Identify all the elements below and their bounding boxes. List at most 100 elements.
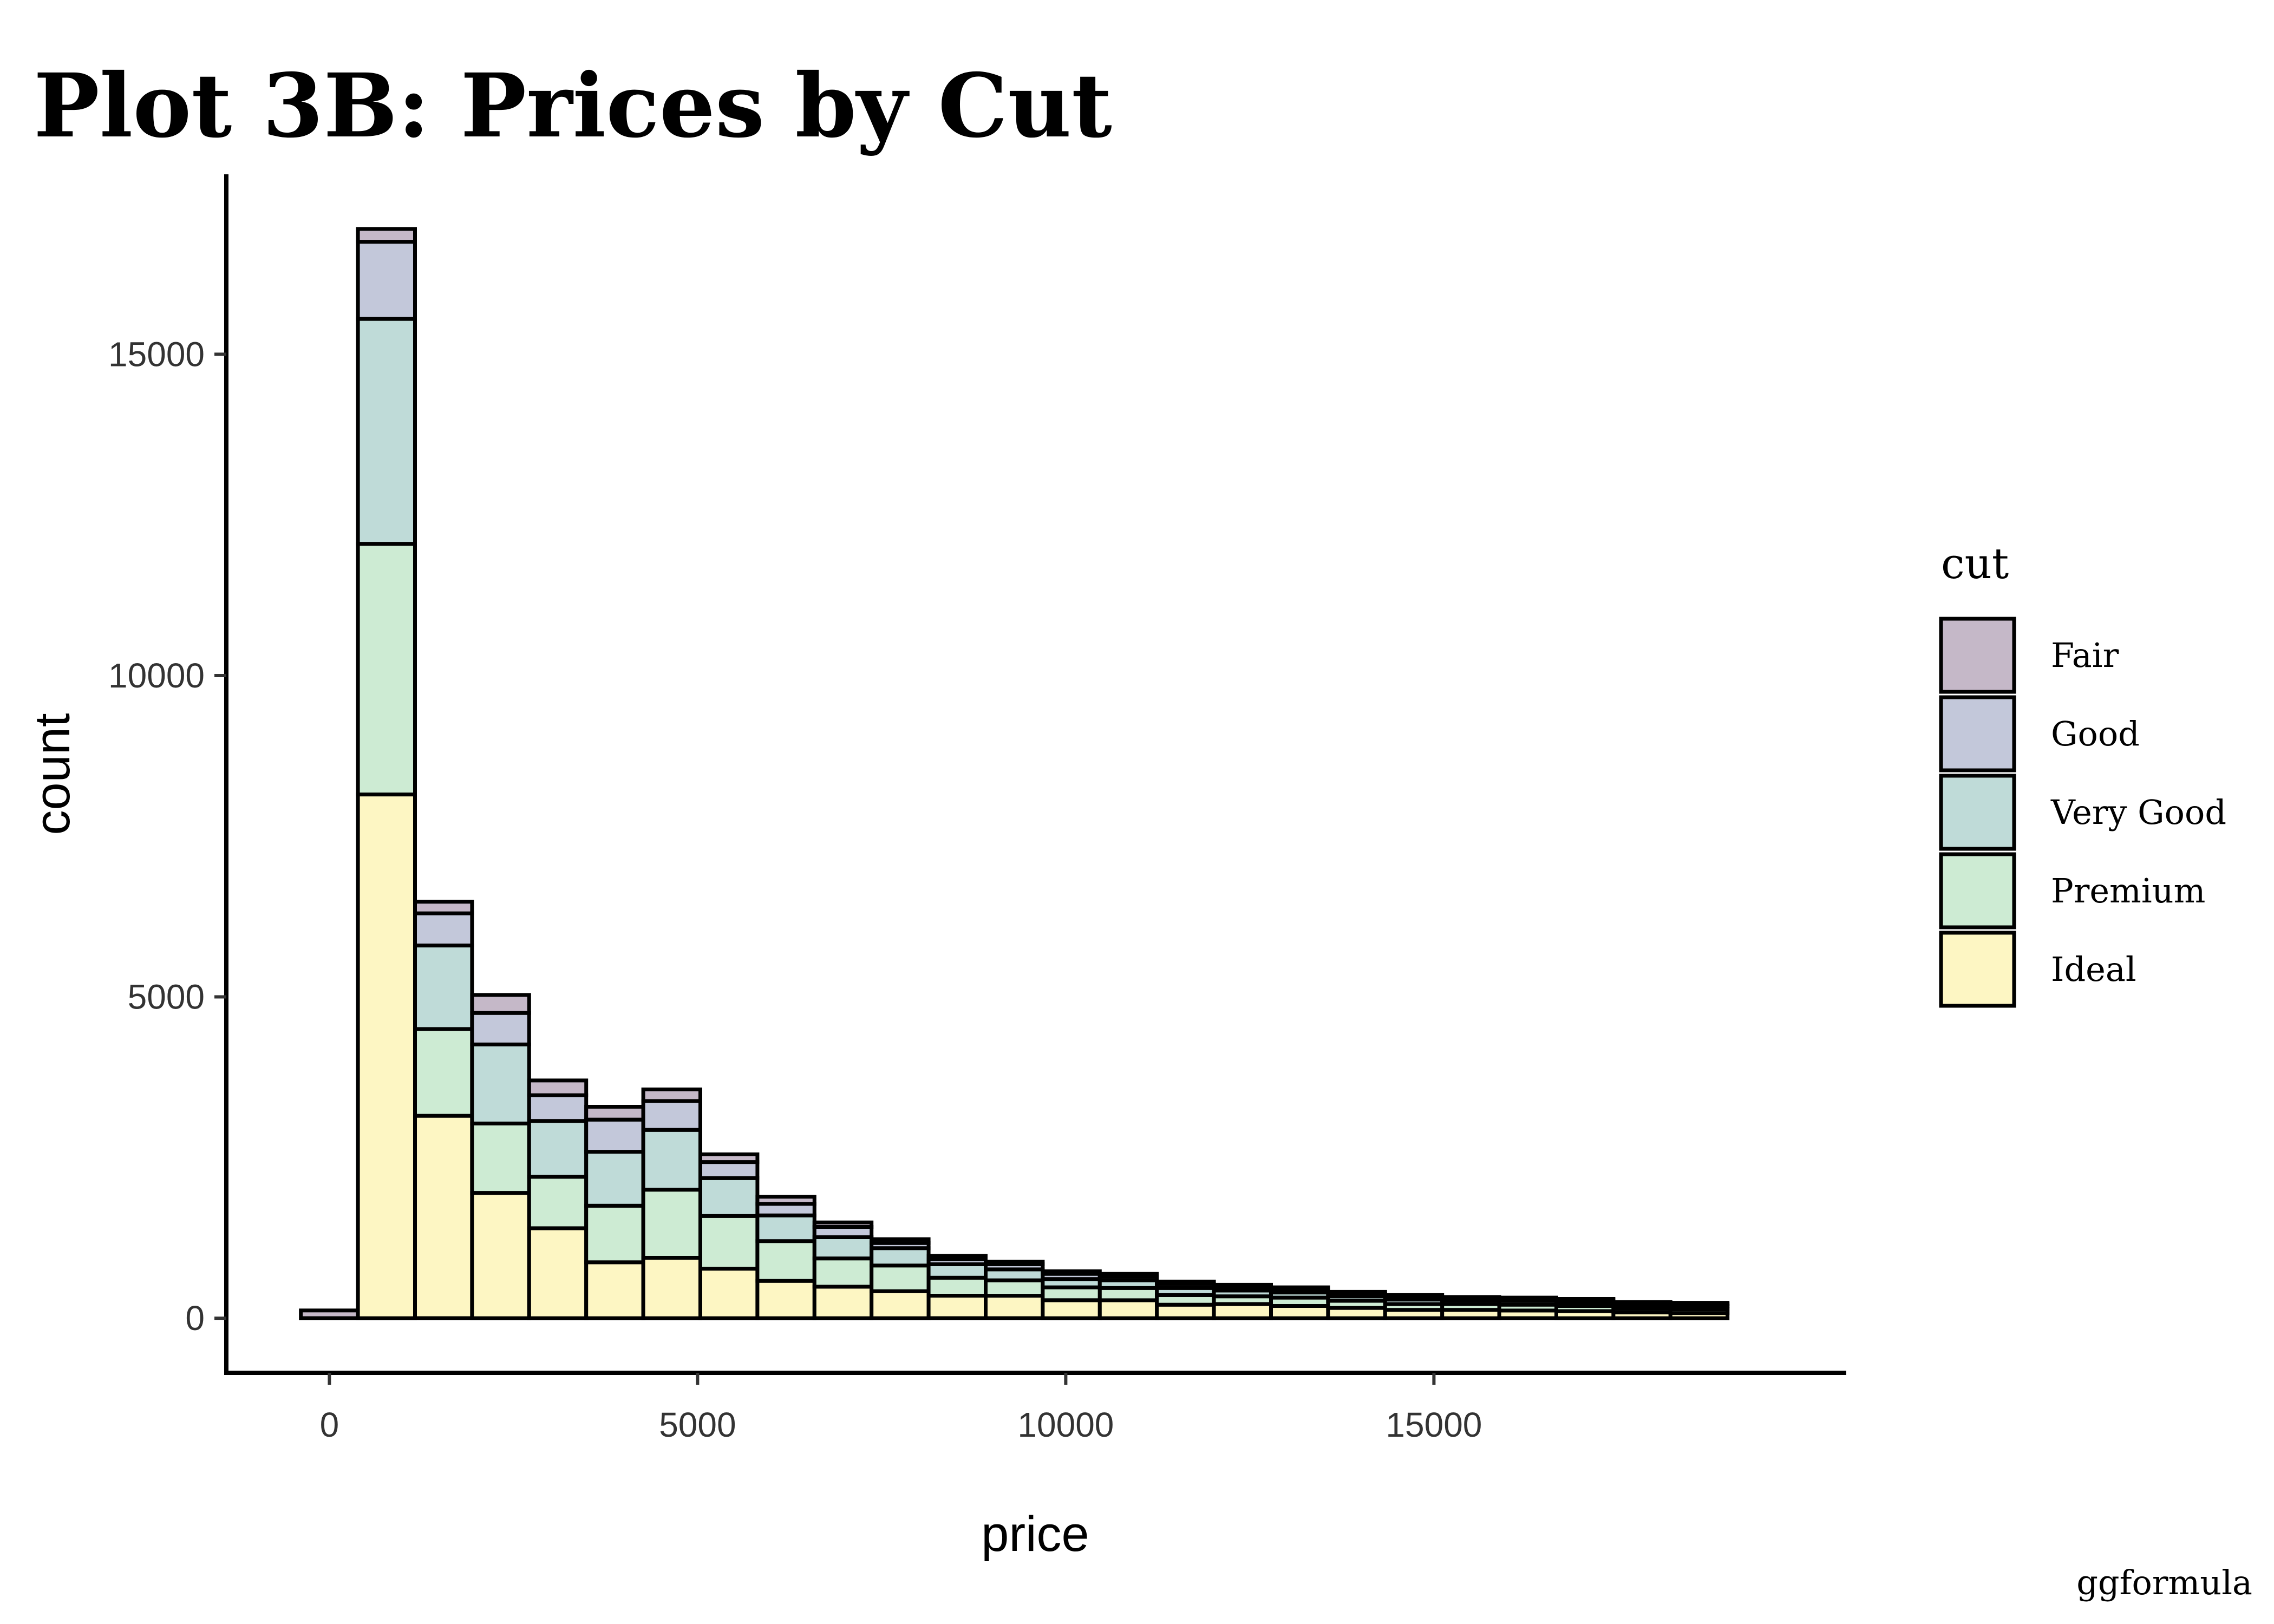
- bar-very-good-bin-6: [641, 1128, 702, 1192]
- y-tick-label: 15000: [108, 335, 205, 374]
- bar-ideal-bin-3: [470, 1191, 531, 1320]
- bar-fair-bin-8: [755, 1195, 816, 1206]
- legend-title: cut: [1941, 540, 2009, 588]
- bar-ideal-bin-14: [1097, 1298, 1159, 1320]
- legend-key-good: [1939, 695, 2016, 772]
- bar-very-good-bin-11: [926, 1262, 988, 1280]
- bar-fair-bin-23: [1611, 1300, 1672, 1306]
- legend: cut Fair Good Very Good Premium Ideal: [1939, 540, 2226, 1008]
- bar-fair-bin-12: [984, 1260, 1045, 1266]
- bars-layer: [299, 227, 1730, 1320]
- bar-good-bin-2: [413, 911, 474, 948]
- bar-very-good-bin-10: [870, 1246, 931, 1268]
- bar-fair-bin-9: [812, 1220, 874, 1229]
- bar-very-good-bin-7: [698, 1176, 760, 1218]
- bar-fair-bin-16: [1212, 1282, 1273, 1289]
- bar-premium-bin-6: [641, 1188, 702, 1260]
- bar-fair-bin-18: [1326, 1289, 1387, 1296]
- bar-fair-bin-14: [1097, 1272, 1159, 1279]
- bar-ideal-bin-9: [812, 1285, 874, 1320]
- bar-fair-bin-22: [1554, 1297, 1616, 1302]
- bar-ideal-bin-11: [926, 1294, 988, 1320]
- caption: ggformula: [2076, 1563, 2252, 1602]
- bar-ideal-bin-15: [1155, 1302, 1216, 1320]
- y-tick-label: 0: [185, 1299, 205, 1338]
- bar-fair-bin-15: [1155, 1279, 1216, 1286]
- x-ticks-layer: 0 5000 10000 15000: [320, 1373, 1482, 1444]
- bar-ideal-bin-5: [584, 1260, 645, 1320]
- legend-key-premium: [1939, 852, 2016, 929]
- bar-fair-bin-20: [1440, 1295, 1501, 1300]
- bar-good-bin-1: [356, 240, 417, 321]
- bar-good-bin-7: [698, 1160, 760, 1180]
- x-tick-label: 15000: [1386, 1405, 1482, 1444]
- bar-fair-bin-0: [299, 1308, 360, 1320]
- bar-fair-bin-4: [527, 1078, 589, 1097]
- bar-good-bin-5: [584, 1117, 645, 1154]
- bar-fair-bin-5: [584, 1105, 645, 1122]
- legend-label-premium: Premium: [2051, 871, 2205, 911]
- bar-ideal-bin-10: [870, 1289, 931, 1320]
- bar-very-good-bin-4: [527, 1119, 589, 1179]
- bar-good-bin-4: [527, 1093, 589, 1123]
- bar-very-good-bin-2: [413, 944, 474, 1031]
- bar-ideal-bin-13: [1041, 1298, 1102, 1320]
- bar-premium-bin-3: [470, 1121, 531, 1195]
- legend-key-very-good: [1939, 774, 2016, 851]
- bar-fair-bin-3: [470, 993, 531, 1015]
- legend-label-ideal: Ideal: [2051, 949, 2136, 989]
- bar-very-good-bin-9: [812, 1235, 874, 1261]
- bar-fair-bin-1: [356, 227, 417, 244]
- y-tick-label: 10000: [108, 656, 205, 695]
- bar-premium-bin-1: [356, 542, 417, 797]
- bar-fair-bin-7: [698, 1152, 760, 1164]
- y-tick-label: 5000: [128, 978, 205, 1017]
- legend-label-fair: Fair: [2051, 636, 2119, 675]
- bar-ideal-bin-8: [755, 1279, 816, 1320]
- bar-very-good-bin-5: [584, 1150, 645, 1208]
- bar-ideal-bin-2: [413, 1114, 474, 1320]
- bar-good-bin-6: [641, 1099, 702, 1132]
- bar-premium-bin-13: [1041, 1285, 1102, 1302]
- bar-fair-bin-11: [926, 1254, 988, 1261]
- bar-very-good-bin-3: [470, 1042, 531, 1125]
- y-ticks-layer: 0 5000 10000 15000: [108, 335, 226, 1338]
- x-tick-label: 5000: [659, 1405, 736, 1444]
- x-axis-label: price: [981, 1507, 1089, 1562]
- bar-ideal-bin-4: [527, 1226, 589, 1320]
- bar-very-good-bin-1: [356, 317, 417, 546]
- chart-title: Plot 3B: Prices by Cut: [34, 55, 1112, 158]
- bar-premium-bin-4: [527, 1175, 589, 1230]
- bar-ideal-bin-16: [1212, 1302, 1273, 1320]
- bar-premium-bin-10: [870, 1263, 931, 1293]
- bar-fair-bin-19: [1383, 1293, 1445, 1299]
- y-axis-label: count: [25, 713, 80, 835]
- bar-fair-bin-6: [641, 1088, 702, 1103]
- bar-good-bin-3: [470, 1011, 531, 1046]
- legend-key-ideal: [1939, 931, 2016, 1008]
- bar-fair-bin-17: [1269, 1285, 1330, 1292]
- legend-key-fair: [1939, 617, 2016, 694]
- x-tick-label: 0: [320, 1405, 339, 1444]
- bar-premium-bin-8: [755, 1239, 816, 1283]
- bar-fair-bin-24: [1668, 1301, 1730, 1306]
- bar-fair-bin-21: [1497, 1295, 1559, 1301]
- legend-label-good: Good: [2051, 714, 2140, 754]
- bar-ideal-bin-6: [641, 1256, 702, 1320]
- bar-ideal-bin-1: [356, 793, 417, 1320]
- legend-label-very-good: Very Good: [2050, 793, 2226, 832]
- bar-fair-bin-13: [1041, 1269, 1102, 1276]
- bar-premium-bin-11: [926, 1275, 988, 1298]
- bar-ideal-bin-12: [984, 1294, 1045, 1320]
- bar-premium-bin-9: [812, 1256, 874, 1289]
- bar-premium-bin-12: [984, 1278, 1045, 1298]
- bar-premium-bin-7: [698, 1214, 760, 1271]
- bar-fair-bin-10: [870, 1237, 931, 1245]
- bar-fair-bin-2: [413, 900, 474, 915]
- bar-ideal-bin-7: [698, 1267, 760, 1320]
- x-tick-label: 10000: [1017, 1405, 1114, 1444]
- bar-premium-bin-5: [584, 1203, 645, 1265]
- bar-very-good-bin-8: [755, 1213, 816, 1243]
